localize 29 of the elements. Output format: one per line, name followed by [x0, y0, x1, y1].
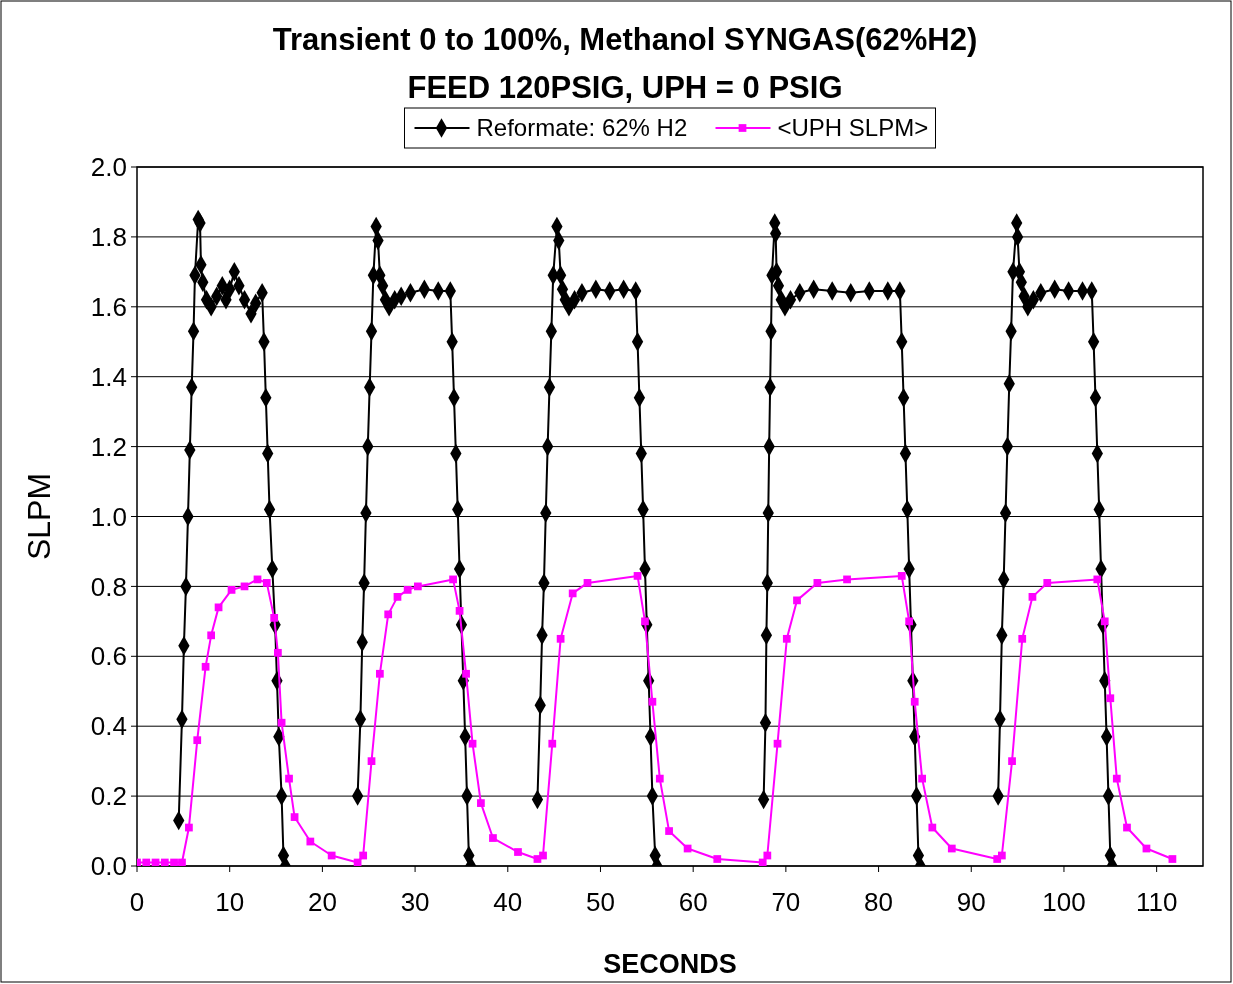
x-tick-label: 20	[307, 887, 337, 917]
x-tick-label: 110	[1135, 887, 1178, 917]
x-axis-title: SECONDS	[603, 949, 737, 979]
chart-subtitle: FEED 120PSIG, UPH = 0 PSIG	[407, 70, 843, 105]
x-tick-label: 70	[771, 887, 801, 917]
y-tick-label: 1.8	[90, 222, 127, 252]
x-tick-label: 10	[215, 887, 245, 917]
y-tick-label: 1.2	[90, 431, 127, 462]
y-tick-label: 0.0	[90, 851, 127, 882]
y-tick-label: 0.6	[90, 641, 127, 672]
legend-label: <UPH SLPM>	[777, 114, 929, 142]
y-tick-label: 0.8	[90, 571, 127, 602]
legend-label: Reformate: 62% H2	[476, 114, 688, 142]
y-tick-label: 0.2	[90, 781, 127, 812]
x-tick-label: 60	[678, 887, 708, 917]
y-axis-title: SLPM	[21, 472, 57, 561]
chart-title: Transient 0 to 100%, Methanol SYNGAS(62%H2)	[272, 22, 978, 57]
x-tick-label: 40	[493, 887, 523, 917]
x-tick-label: 80	[864, 887, 894, 917]
x-tick-label: 30	[400, 887, 430, 917]
y-tick-label: 0.4	[90, 711, 127, 742]
y-tick-label: 1.4	[90, 361, 127, 392]
y-tick-label: 1.6	[90, 291, 127, 322]
x-tick-label: 100	[1042, 887, 1086, 917]
x-tick-label: 90	[956, 887, 986, 917]
y-tick-label: 1.0	[90, 501, 127, 532]
x-tick-label: 0	[129, 887, 145, 917]
y-tick-label: 2.0	[90, 152, 127, 183]
x-tick-label: 50	[586, 887, 615, 917]
